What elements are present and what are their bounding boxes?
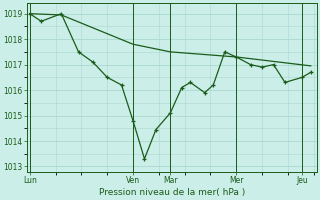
X-axis label: Pression niveau de la mer( hPa ): Pression niveau de la mer( hPa ) — [99, 188, 245, 197]
